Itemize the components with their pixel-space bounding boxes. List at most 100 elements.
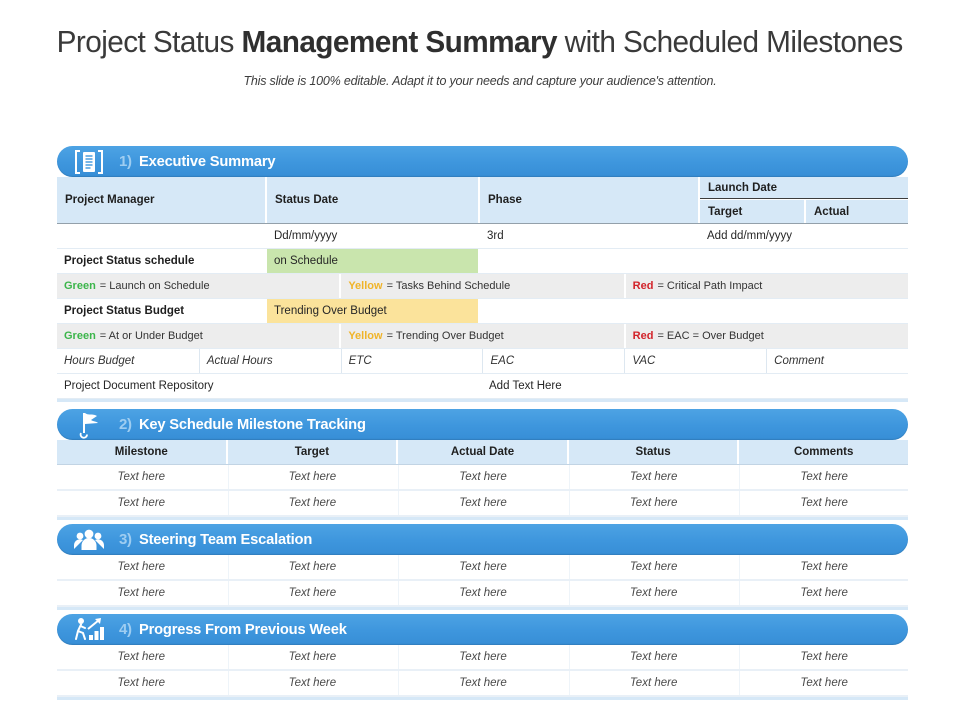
exec-schedule-legend-row: Green = Launch on Schedule Yellow = Tasks …: [57, 274, 908, 299]
table-cell: Text here: [227, 671, 397, 695]
table-cell: Text here: [739, 581, 908, 605]
milestone-header-row: Milestone Target Actual Date Status Comm…: [57, 440, 908, 465]
table-cell: Text here: [57, 465, 226, 489]
progress-icon: [72, 617, 106, 643]
col-header-milestone: Milestone: [57, 440, 226, 464]
table-cell: Text here: [568, 671, 738, 695]
section-title: Executive Summary: [138, 153, 276, 170]
section-number: 2): [119, 416, 132, 433]
exec-header-row: Project Manager Status Date Phase Launch…: [57, 177, 908, 224]
page-subtitle: This slide is 100% editable. Adapt it to…: [243, 74, 717, 88]
legend-yellow: Yellow = Tasks Behind Schedule: [341, 274, 624, 298]
col-header-launch-date-group: Launch Date Target Actual: [700, 177, 908, 223]
table-cell: Text here: [57, 645, 226, 669]
col-header-actual-date: Actual Date: [398, 440, 567, 464]
table-cell: Text here: [568, 581, 738, 605]
table-cell: Text here: [568, 555, 738, 579]
cell-empty: [480, 249, 698, 273]
col-header-status-date: Status Date: [267, 177, 478, 223]
exec-budget-legend-row: Green = At or Under Budget Yellow = Trendi…: [57, 324, 908, 349]
cell-budget-label: Project Status Budget: [57, 299, 265, 323]
section-number: 3): [119, 531, 132, 548]
table-cell: Text here: [398, 645, 567, 669]
table-cell: Text here: [398, 581, 567, 605]
section-number: 4): [119, 621, 132, 638]
table-cell: Text here: [739, 671, 908, 695]
col-header-launch-date: Launch Date: [700, 177, 908, 199]
legend-yellow: Yellow = Trending Over Budget: [341, 324, 624, 348]
table-cell: Text here: [227, 465, 397, 489]
exec-budget-row: Project Status Budget Trending Over Budg…: [57, 299, 908, 324]
table-row: Text here Text here Text here Text here …: [57, 491, 908, 517]
table-cell: Text here: [57, 581, 226, 605]
cell-empty: [57, 224, 265, 248]
milestone-tracking-table: Milestone Target Actual Date Status Comm…: [57, 440, 908, 520]
section-banner-executive-summary: 1) Executive Summary: [57, 146, 908, 177]
table-cell: Text here: [739, 491, 908, 515]
section-title: Steering Team Escalation: [138, 531, 312, 548]
section-title: Progress From Previous Week: [138, 621, 347, 638]
cell-empty: [480, 299, 698, 323]
table-cell: Text here: [568, 465, 738, 489]
table-cell: Text here: [398, 671, 567, 695]
exec-dates-row: Dd/mm/yyyy 3rd Add dd/mm/yyyy: [57, 224, 908, 249]
cell-eac: EAC: [482, 349, 625, 373]
cell-launch-date-value: Add dd/mm/yyyy: [700, 224, 908, 248]
cell-repository-label: Project Document Repository: [57, 374, 480, 398]
exec-repository-row: Project Document Repository Add Text Her…: [57, 374, 908, 399]
table-cell: Text here: [57, 491, 226, 515]
legend-red: Red = Critical Path Impact: [625, 274, 908, 298]
table-cell: Text here: [739, 465, 908, 489]
col-header-project-manager: Project Manager: [57, 177, 265, 223]
table-cell: Text here: [398, 465, 567, 489]
document-icon: [72, 149, 106, 175]
cell-empty: [700, 249, 908, 273]
section-banner-steering-escalation: 3) Steering Team Escalation: [57, 524, 908, 555]
people-icon: [72, 527, 106, 553]
cell-budget-status: Trending Over Budget: [267, 299, 478, 323]
table-row: Text here Text here Text here Text here …: [57, 581, 908, 607]
executive-summary-table: Project Manager Status Date Phase Launch…: [57, 177, 908, 402]
col-header-status: Status: [568, 440, 738, 464]
col-header-target: Target: [227, 440, 397, 464]
section-banner-milestone-tracking: 2) Key Schedule Milestone Tracking: [57, 409, 908, 440]
table-bottom-strip: [57, 517, 908, 520]
cell-repository-value: Add Text Here: [482, 374, 908, 398]
col-header-actual: Actual: [806, 200, 908, 223]
section-banner-progress-previous-week: 4) Progress From Previous Week: [57, 614, 908, 645]
table-cell: Text here: [227, 581, 397, 605]
section-number: 1): [119, 153, 132, 170]
table-cell: Text here: [227, 491, 397, 515]
steering-escalation-table: Text here Text here Text here Text here …: [57, 555, 908, 610]
table-cell: Text here: [398, 491, 567, 515]
table-cell: Text here: [398, 555, 567, 579]
cell-comment: Comment: [766, 349, 908, 373]
col-header-target: Target: [700, 200, 804, 223]
flag-icon: [72, 412, 106, 439]
table-cell: Text here: [227, 555, 397, 579]
table-cell: Text here: [568, 491, 738, 515]
legend-green: Green = At or Under Budget: [57, 324, 340, 348]
table-bottom-strip: [57, 607, 908, 610]
cell-schedule-label: Project Status schedule: [57, 249, 265, 273]
page-title: Project Status Management Summary with S…: [56, 24, 904, 59]
table-row: Text here Text here Text here Text here …: [57, 555, 908, 581]
table-cell: Text here: [739, 645, 908, 669]
cell-etc: ETC: [340, 349, 483, 373]
col-header-comments: Comments: [739, 440, 908, 464]
table-row: Text here Text here Text here Text here …: [57, 671, 908, 697]
table-cell: Text here: [57, 555, 226, 579]
cell-schedule-status: on Schedule: [267, 249, 478, 273]
table-row: Text here Text here Text here Text here …: [57, 645, 908, 671]
table-cell: Text here: [227, 645, 397, 669]
section-title: Key Schedule Milestone Tracking: [138, 416, 366, 433]
table-row: Text here Text here Text here Text here …: [57, 465, 908, 491]
cell-phase-value: 3rd: [480, 224, 698, 248]
legend-green: Green = Launch on Schedule: [57, 274, 340, 298]
cell-hours-budget: Hours Budget: [57, 349, 199, 373]
table-cell: Text here: [57, 671, 226, 695]
legend-red: Red = EAC = Over Budget: [625, 324, 908, 348]
table-bottom-strip: [57, 399, 908, 402]
table-bottom-strip: [57, 697, 908, 700]
